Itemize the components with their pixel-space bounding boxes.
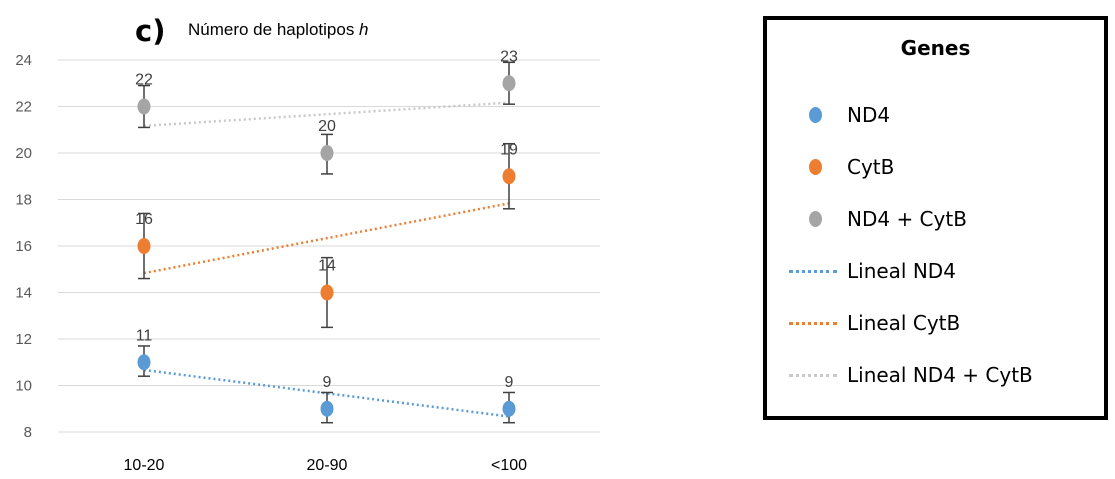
y-tick-label: 18 [15,192,32,209]
legend-marker-icon [781,204,837,234]
data-point [137,354,151,371]
data-label: 11 [136,327,153,344]
data-point [137,98,151,115]
y-tick-label: 24 [15,52,32,69]
data-point [320,145,334,161]
trendline [143,368,510,418]
legend-label: Lineal ND4 + CytB [847,363,1033,387]
legend-dotted-line-icon [781,256,837,286]
legend-item: Lineal ND4 [781,256,956,286]
data-label: 9 [505,374,514,391]
y-tick-label: 20 [15,145,32,162]
y-tick-label: 12 [15,331,32,348]
data-point [320,284,334,301]
legend: Genes ND4 CytB ND4 + CytB Lineal ND4 Lineal … [763,16,1108,420]
trendline [143,101,510,128]
chart-title-text: Número de haplotipos [188,20,360,39]
data-label: 14 [318,258,336,275]
legend-label: ND4 [847,103,891,127]
legend-item: Lineal CytB [781,308,960,338]
y-tick-label: 22 [15,99,32,116]
chart-title: Número de haplotipos h [188,20,369,40]
data-label: 22 [135,72,153,89]
legend-item: ND4 + CytB [781,204,967,234]
trendline [143,202,510,275]
y-tick-label: 16 [15,238,32,255]
x-tick-label: 20-90 [307,457,348,474]
legend-label: Lineal ND4 [847,259,956,283]
legend-marker-icon [781,100,837,130]
data-label: 20 [318,118,336,135]
data-point [502,400,516,417]
chart-plot: 8 10 12 14 16 18 20 22 24 10-20 20-90 <100 11 9 9 16 14 1… [15,48,600,474]
data-point [137,238,151,254]
legend-item: ND4 [781,100,890,130]
data-point [502,75,516,92]
legend-title: Genes [900,36,971,60]
legend-item: Lineal ND4 + CytB [781,360,1033,390]
legend-label: ND4 + CytB [847,207,967,231]
legend-dotted-line-icon [781,308,837,338]
legend-label: CytB [847,155,895,179]
data-label: 9 [323,374,332,391]
legend-label: Lineal CytB [847,311,961,335]
data-label: 19 [500,141,518,158]
legend-item: CytB [781,152,894,182]
panel-label: c) [135,14,166,48]
y-tick-label: 10 [15,378,32,395]
data-point [320,400,334,417]
legend-dotted-line-icon [781,360,837,390]
chart-title-variable: h [359,20,369,39]
y-tick-label: 8 [24,424,32,441]
data-label: 16 [135,211,153,228]
y-tick-label: 14 [15,285,32,302]
x-tick-label: 10-20 [124,457,165,474]
legend-marker-icon [781,152,837,182]
data-point [502,168,516,185]
data-label: 23 [500,48,518,65]
x-tick-label: <100 [491,457,527,474]
